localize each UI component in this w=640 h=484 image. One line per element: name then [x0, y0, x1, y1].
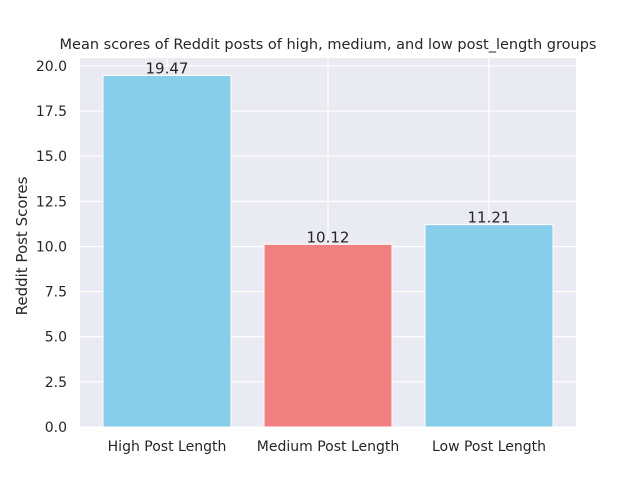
bar-value-label: 10.12 [307, 228, 350, 246]
y-tick-label: 20.0 [36, 59, 67, 75]
y-tick-label: 10.0 [36, 239, 67, 255]
bar-value-label: 11.21 [468, 209, 511, 227]
bar-value-label: 19.47 [146, 60, 189, 78]
x-axis-ticks: High Post Length Medium Post Length Low Po… [108, 439, 546, 455]
y-axis-label: Reddit Post Scores [13, 176, 31, 315]
y-tick-label: 15.0 [36, 149, 67, 165]
y-tick-label: 17.5 [36, 104, 67, 120]
y-tick-label: 5.0 [45, 330, 67, 346]
chart-title: Mean scores of Reddit posts of high, med… [60, 37, 597, 53]
y-tick-label: 7.5 [45, 285, 67, 301]
y-axis-ticks: 0.0 2.5 5.0 7.5 10.0 12.5 15.0 17.5 20.0 [36, 59, 67, 436]
bar-medium-post-length [263, 243, 393, 428]
y-tick-label: 12.5 [36, 194, 67, 210]
x-tick-label: Medium Post Length [257, 439, 399, 455]
x-tick-label: Low Post Length [432, 439, 546, 455]
x-tick-label: High Post Length [108, 439, 227, 455]
bars [102, 75, 554, 428]
data-labels: 19.47 10.12 11.21 [146, 60, 511, 247]
y-tick-label: 0.0 [45, 420, 67, 436]
y-tick-label: 2.5 [45, 375, 67, 391]
bar-low-post-length [424, 224, 554, 428]
bar-high-post-length [102, 75, 232, 428]
